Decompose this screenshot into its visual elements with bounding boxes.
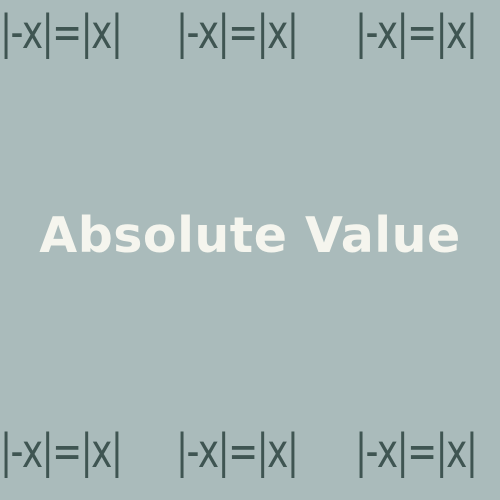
formula-identity: |-x|=|x| — [355, 424, 478, 478]
page-title: Absolute Value — [39, 207, 461, 264]
top-formula-row: |-x|=|x| |-x|=|x| |-x|=|x| — [0, 2, 500, 62]
bottom-formula-row: |-x|=|x| |-x|=|x| |-x|=|x| — [0, 421, 500, 481]
formula-identity: |-x|=|x| — [0, 424, 123, 478]
formula-identity: |-x|=|x| — [176, 5, 299, 59]
formula-identity: |-x|=|x| — [355, 5, 478, 59]
formula-identity: |-x|=|x| — [176, 424, 299, 478]
formula-identity: |-x|=|x| — [0, 5, 123, 59]
